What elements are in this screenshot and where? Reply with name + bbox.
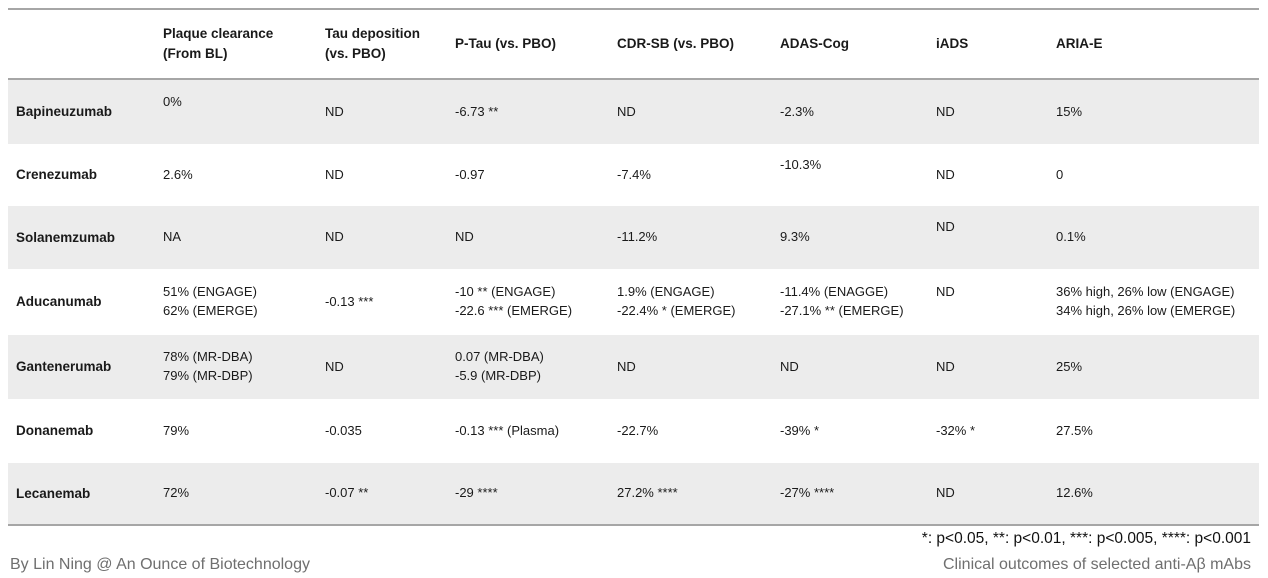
table-row: Donanemab 79% -0.035 -0.13 *** (Plasma) -22.… bbox=[8, 399, 1259, 463]
table-row: Gantenerumab 78% (MR-DBA) 79% (MR-DBP) ND 0… bbox=[8, 335, 1259, 399]
table-cell: -10.3% bbox=[780, 156, 822, 172]
table-cell: ND bbox=[455, 229, 474, 245]
table-cell: 0.07 (MR-DBA) -5.9 (MR-DBP) bbox=[455, 349, 544, 383]
table-cell: -27% **** bbox=[780, 485, 835, 501]
table-cell: ND bbox=[325, 358, 344, 374]
table-cell: -10 ** (ENGAGE) -22.6 *** (EMERGE) bbox=[455, 284, 573, 318]
table-cell: ND bbox=[936, 103, 955, 119]
table-cell: ND bbox=[936, 283, 955, 299]
table-cell: -0.07 ** bbox=[325, 485, 369, 501]
table-row: Lecanemab 72% -0.07 ** -29 **** 27.2% **** -2… bbox=[8, 463, 1259, 524]
table-cell: -22.7% bbox=[617, 422, 659, 438]
table-cell: -29 **** bbox=[455, 485, 498, 501]
table-cell: ND bbox=[936, 358, 955, 374]
table-cell: -32% * bbox=[936, 422, 976, 438]
table-cell: ND bbox=[936, 485, 955, 501]
header-cell: Tau deposition (vs. PBO) bbox=[325, 26, 420, 61]
author-credit: By Lin Ning @ An Ounce of Biotechnology bbox=[10, 556, 310, 573]
table-cell: ND bbox=[936, 219, 955, 235]
table-cell: 12.6% bbox=[1056, 485, 1093, 501]
table-cell: ND bbox=[617, 358, 636, 374]
table-row: Solanemzumab NA ND ND -11.2% 9.3% ND 0.1% bbox=[8, 206, 1259, 269]
header-cell: iADS bbox=[936, 36, 969, 52]
table-cell: -39% * bbox=[780, 422, 820, 438]
table-cell: -0.13 *** bbox=[325, 293, 374, 309]
table-cell: 36% high, 26% low (ENGAGE) 34% high, 26%… bbox=[1056, 284, 1236, 318]
table-cell: -6.73 ** bbox=[455, 103, 499, 119]
table-cell: 51% (ENGAGE) 62% (EMERGE) bbox=[163, 284, 258, 318]
table-cell: 0% bbox=[163, 93, 182, 109]
table-cell: ND bbox=[325, 103, 344, 119]
table-cell: 1.9% (ENGAGE) -22.4% * (EMERGE) bbox=[617, 284, 736, 318]
table-cell: 27.5% bbox=[1056, 422, 1093, 438]
table-cell: 2.6% bbox=[163, 166, 193, 182]
header-cell: Plaque clearance (From BL) bbox=[163, 26, 274, 61]
table-row: Crenezumab 2.6% ND -0.97 -7.4% -10.3% ND 0 bbox=[8, 144, 1259, 206]
header-cell: P-Tau (vs. PBO) bbox=[455, 36, 557, 52]
table-cell: -2.3% bbox=[780, 103, 814, 119]
table-cell: -0.035 bbox=[325, 422, 362, 438]
table-cell: 78% (MR-DBA) 79% (MR-DBP) bbox=[163, 349, 253, 383]
table-cell: -11.2% bbox=[617, 229, 658, 245]
row-label: Solanemzumab bbox=[16, 229, 116, 245]
significance-footnote: *: p<0.05, **: p<0.01, ***: p<0.005, ***… bbox=[921, 530, 1251, 547]
row-label: Donanemab bbox=[16, 423, 94, 439]
table-cell: ND bbox=[936, 166, 955, 182]
table-cell: ND bbox=[325, 166, 344, 182]
table-cell: 72% bbox=[163, 485, 190, 501]
header-row: Plaque clearance (From BL) Tau deposition… bbox=[8, 8, 1259, 80]
table-row: Aducanumab 51% (ENGAGE) 62% (EMERGE) -0.13… bbox=[8, 269, 1259, 335]
table-cell: ND bbox=[325, 229, 344, 245]
row-label: Bapineuzumab bbox=[16, 104, 113, 120]
row-label: Crenezumab bbox=[16, 167, 98, 183]
table-cell: 25% bbox=[1056, 358, 1083, 374]
row-label: Gantenerumab bbox=[16, 359, 112, 375]
table-cell: 9.3% bbox=[780, 229, 810, 245]
header-cell: ARIA-E bbox=[1056, 36, 1103, 52]
table-cell: 15% bbox=[1056, 103, 1083, 119]
table-cell: 0.1% bbox=[1056, 229, 1086, 245]
table-cell: 27.2% **** bbox=[617, 485, 678, 501]
outcomes-table: Plaque clearance (From BL) Tau deposition… bbox=[8, 8, 1259, 526]
table-cell: 0 bbox=[1056, 166, 1064, 182]
table-cell: -0.97 bbox=[455, 166, 485, 182]
table-cell: 79% bbox=[163, 422, 190, 438]
table-cell: -0.13 *** (Plasma) bbox=[455, 422, 560, 438]
table-cell: ND bbox=[617, 103, 636, 119]
header-cell: ADAS-Cog bbox=[780, 36, 849, 52]
row-label: Lecanemab bbox=[16, 485, 91, 501]
header-cell: CDR-SB (vs. PBO) bbox=[617, 36, 735, 52]
table-caption: Clinical outcomes of selected anti-Aβ mA… bbox=[943, 556, 1251, 573]
table-body: Bapineuzumab 0% ND -6.73 ** ND -2.3% ND 15% Cren… bbox=[8, 80, 1259, 526]
row-label: Aducanumab bbox=[16, 294, 102, 310]
table-cell: NA bbox=[163, 229, 182, 245]
table-row: Bapineuzumab 0% ND -6.73 ** ND -2.3% ND 15% bbox=[8, 80, 1259, 144]
table-cell: -11.4% (ENAGGE) -27.1% ** (EMERGE) bbox=[780, 284, 904, 318]
table-cell: -7.4% bbox=[617, 166, 651, 182]
table-cell: ND bbox=[780, 358, 799, 374]
